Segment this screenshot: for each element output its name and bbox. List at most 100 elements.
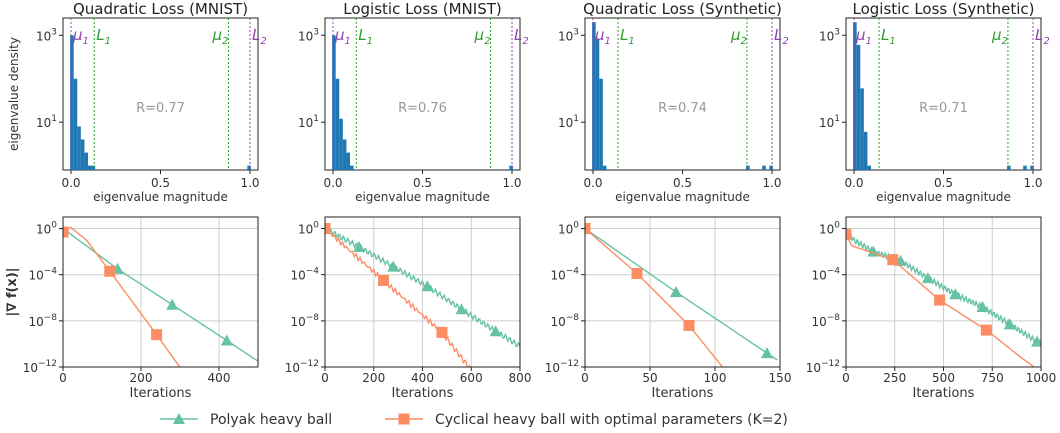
x-tick-label: 400 [411, 371, 434, 385]
eigenvalue-marker-label: μ2 [212, 26, 229, 47]
data-point-triangle [670, 286, 682, 297]
x-tick-label: 800 [509, 371, 532, 385]
data-point-square [325, 223, 331, 235]
legend-label: Polyak heavy ball [210, 412, 332, 428]
y-tick-label: 10−8 [290, 313, 319, 329]
convergence-panel-1: 0 200 400 100 10−4 10−8 10−12 Iterations |∇ f(x)… [5, 216, 259, 401]
histogram-bar [867, 165, 872, 170]
data-point-triangle [421, 280, 434, 292]
y-tick-label: 103 [558, 27, 579, 43]
series-line-2 [585, 227, 724, 367]
x-tick-label: 0.0 [323, 176, 342, 190]
y-tick-label: 10−4 [290, 267, 319, 283]
histogram-bar [860, 88, 864, 170]
legend-square-icon [398, 413, 410, 425]
x-tick-label: 1000 [1026, 371, 1057, 385]
eigenvalue-marker-label: μ1 [72, 26, 89, 47]
histogram-bar [762, 165, 766, 170]
x-tick-label: 0 [321, 371, 329, 385]
convergence-panel-2: 0 200 400 600 800 100 10−4 10−8 10−12 Iterations [285, 216, 532, 401]
y-tick-label: 10−12 [545, 359, 579, 375]
series-line-2 [63, 226, 181, 367]
histogram-bar [91, 165, 96, 170]
data-point-triangle [353, 241, 366, 252]
histogram-bar [247, 165, 251, 170]
histogram-bar [84, 152, 89, 170]
plot-area [325, 223, 520, 367]
y-tick-label: 10−12 [806, 359, 840, 375]
x-axis-label: Iterations [652, 386, 714, 401]
ratio-annotation: R=0.76 [398, 101, 447, 116]
x-tick-label: 600 [460, 371, 483, 385]
y-tick-label: 100 [298, 221, 319, 237]
histogram-bar [335, 78, 340, 170]
x-axis-label: Iterations [130, 386, 192, 401]
plot-area [846, 228, 1041, 367]
histogram-bar [769, 165, 773, 170]
y-tick-label: 101 [558, 114, 579, 130]
histogram-bar [346, 152, 351, 170]
y-tick-label: 103 [819, 27, 840, 43]
panel-title: Quadratic Loss (MNIST) [73, 0, 248, 18]
legend-label: Cyclical heavy ball with optimal paramet… [435, 412, 788, 428]
y-tick-label: 101 [819, 114, 840, 130]
histogram-panel-1: μ1 L1 μ2 L2 R=0.77 0.0 0.5 1.0 103 101 Quadratic L… [7, 0, 267, 204]
data-point-triangle [220, 334, 233, 346]
histogram-bar [853, 22, 857, 171]
data-point-square [104, 265, 116, 277]
series-line-1 [585, 227, 778, 361]
y-tick-label: 10−4 [811, 267, 840, 283]
x-tick-label: 50 [642, 371, 657, 385]
ratio-annotation: R=0.74 [658, 101, 707, 116]
x-axis-label: Iterations [913, 386, 975, 401]
data-point-triangle [976, 301, 989, 312]
x-tick-label: 0 [581, 371, 589, 385]
x-tick-label: 0.0 [583, 176, 602, 190]
eigenvalue-marker-label: L1 [96, 26, 111, 47]
histogram-bar [70, 35, 74, 170]
histogram-bar [595, 39, 600, 171]
data-point-square [151, 329, 163, 341]
x-axis-label: eigenvalue magnitude [876, 190, 1011, 204]
histogram-bar [1023, 165, 1027, 170]
data-point-square [436, 326, 448, 338]
x-tick-label: 1.0 [502, 176, 521, 190]
data-point-triangle [761, 347, 773, 359]
legend-triangle-icon [173, 413, 185, 424]
histogram-bar [1030, 165, 1034, 170]
histogram-bar [332, 35, 336, 170]
y-tick-label: 100 [819, 221, 840, 237]
x-axis-label: eigenvalue magnitude [355, 190, 490, 204]
data-point-triangle [1003, 318, 1016, 330]
eigenvalue-marker-label: L1 [881, 26, 896, 47]
x-tick-label: 250 [883, 371, 906, 385]
eigenvalue-marker-label: μ2 [991, 26, 1008, 47]
x-tick-label: 0.5 [673, 176, 692, 190]
histogram-bar [339, 118, 343, 170]
eigenvalue-marker-label: L2 [252, 26, 267, 47]
x-tick-label: 0 [842, 371, 850, 385]
x-tick-label: 1.0 [240, 176, 259, 190]
eigenvalue-marker-label: μ2 [730, 26, 747, 47]
x-tick-label: 750 [981, 371, 1004, 385]
data-point-square [980, 324, 992, 336]
data-point-square [63, 226, 69, 238]
y-tick-label: 10−12 [285, 359, 319, 375]
y-tick-label: 103 [36, 27, 57, 43]
data-point-triangle [921, 272, 934, 284]
histogram-bar [88, 165, 92, 170]
eigenvalue-marker-label: μ1 [855, 26, 872, 47]
eigenvalue-marker-label: L2 [1035, 26, 1050, 47]
series-line-1 [846, 228, 1041, 347]
y-tick-label: 100 [36, 221, 57, 237]
y-tick-label: 101 [36, 114, 57, 130]
y-tick-label: 100 [558, 221, 579, 237]
data-point-triangle [387, 260, 400, 272]
x-tick-label: 0.0 [844, 176, 863, 190]
y-tick-label: 103 [298, 27, 319, 43]
y-tick-label: 101 [298, 114, 319, 130]
convergence-panel-4: 0 250 500 750 1000 100 10−4 10−8 10−12 Iterations [806, 216, 1057, 401]
data-point-triangle [1031, 335, 1041, 347]
x-tick-label: 150 [769, 371, 792, 385]
data-point-square [378, 274, 389, 286]
